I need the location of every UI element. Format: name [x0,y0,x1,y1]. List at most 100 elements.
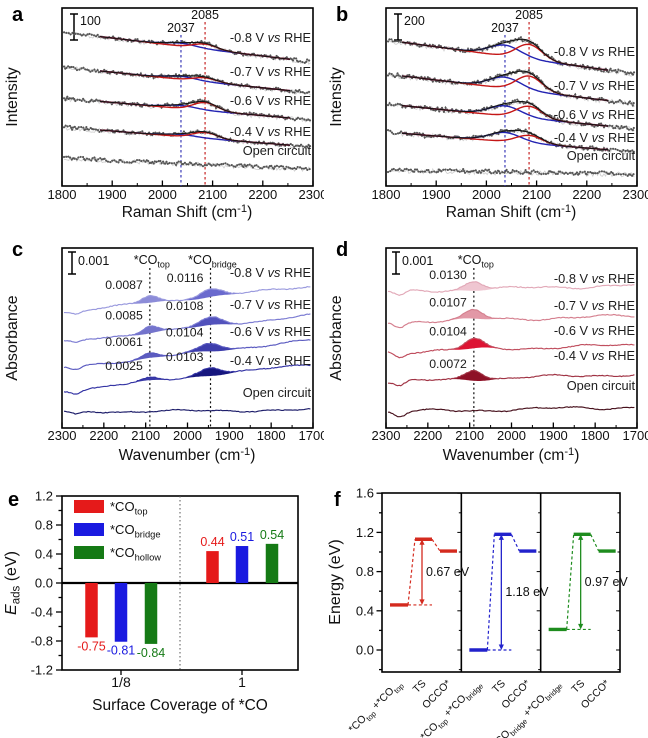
y-tick-label: -0.4 [31,605,53,620]
x-tick-label: 2000 [472,187,501,202]
band-marker-label: *COtop [458,253,494,270]
peak-marker-label: 2037 [167,21,195,35]
x-tick-label: 2200 [89,428,118,443]
peak-fill [450,309,497,321]
peak-fill [450,370,497,381]
x-tick-label: 1900 [98,187,127,202]
curve-label: Open circuit [243,143,312,158]
x-axis-label: Raman Shift (cm-1) [122,203,253,221]
fit-envelope [401,100,609,127]
legend-label: *COtop [110,499,148,517]
panel-label-d: d [336,239,349,261]
curve-label: -0.6 V vs RHE [230,324,311,339]
arrow-head [419,599,425,605]
y-tick-label: 0.4 [35,547,53,562]
scale-bar-label: 100 [80,14,101,28]
y-axis-label: Energy (eV) [327,539,344,624]
raman-data-curve [386,68,636,108]
peak-value-label: 0.0104 [429,324,467,338]
axes-box [381,492,621,673]
curve-label: -0.4 V vs RHE [554,130,635,145]
peak-fill [181,316,239,329]
panel-b-raman-chart: 1800 1900 2000 2100 2200 2300 Raman Shift (cm-… [328,7,648,221]
y-tick-label: 0.4 [356,603,374,618]
curve-label: -0.4 V vs RHE [554,348,635,363]
category-label: 1 [238,674,246,690]
x-tick-label: 2100 [131,428,160,443]
fit-envelope [401,129,609,151]
curve-label: -0.8 V vs RHE [230,265,311,280]
panel-label-e: e [8,489,20,511]
ir-curve [388,405,635,418]
raman-data-curve [386,166,636,178]
barrier-label: 0.97 eV [585,575,629,589]
x-tick-label: 2100 [198,187,227,202]
bar-value-label: -0.75 [77,639,106,653]
peak-marker-label: 2085 [191,8,219,22]
peak-fill [450,338,497,350]
fit-envelope [401,38,609,71]
y-tick-label: -1.2 [31,663,53,678]
fit-envelope [99,70,291,92]
y-tick-label: 0.8 [356,564,374,579]
y-tick-label: 1.2 [356,525,374,540]
bar [265,543,279,583]
arrow-head [578,534,584,540]
panel-a-raman-chart: 1800 1900 2000 2100 2200 2300 Raman Shift (cm-… [4,7,324,221]
peak-fill [450,281,497,291]
ir-curve [387,337,635,359]
legend-label: *CObridge [110,522,161,540]
ir-curve [64,285,311,315]
ir-curve [63,364,311,395]
y-axis-label: Intensity [328,67,345,127]
ir-curve [387,308,635,329]
x-tick-label: 2300 [299,187,324,202]
x-tick-label: 2100 [455,428,484,443]
legend-label: *COhollow [110,545,161,563]
ir-curve [387,281,635,297]
peak-value-label: 0.0108 [166,299,204,313]
y-tick-label: 0.8 [35,518,53,533]
panel-e-bar-chart: 1.2 0.8 0.4 0.0 -0.4 -0.8 -1.2 1/8 1 Surface Cove… [3,489,299,714]
y-tick-label: 1.6 [356,486,374,501]
peak-value-label: 0.0085 [105,308,143,322]
level-x-label: *COtop +*COtop [346,678,406,738]
energy-connector [486,534,495,651]
band-marker-label: *COtop [134,253,170,270]
peak-value-label: 0.0116 [167,271,204,285]
peak-value-label: 0.0130 [429,268,467,282]
curve-label: -0.4 V vs RHE [230,353,311,368]
legend-swatch [74,546,104,559]
curve-label: Open circuit [567,148,636,163]
x-tick-label: 2200 [413,428,442,443]
x-tick-label: 2000 [497,428,526,443]
curve-label: -0.4 V vs RHE [230,124,311,139]
x-tick-label: 2000 [148,187,177,202]
y-tick-label: 1.2 [35,489,53,504]
arrow-head [419,539,425,545]
scale-bar-label: 0.001 [402,254,433,268]
y-axis-label: Intensity [4,67,21,127]
x-tick-label: 2100 [522,187,551,202]
bar [235,546,249,583]
peak-value-label: 0.0107 [429,296,467,310]
curve-label: -0.6 V vs RHE [554,107,635,122]
bar-value-label: 0.54 [260,528,284,542]
curve-label: Open circuit [243,385,312,400]
panel-label-a: a [12,4,24,26]
bar [85,583,98,638]
x-tick-label: 1800 [372,187,401,202]
ir-curve [63,313,311,343]
x-tick-label: 1900 [215,428,244,443]
x-tick-label: 2300 [623,187,648,202]
curve-label: -0.6 V vs RHE [554,323,635,338]
bar-value-label: 0.51 [230,530,254,544]
x-tick-label: 1900 [539,428,568,443]
curve-label: -0.7 V vs RHE [554,298,635,313]
bar-value-label: -0.84 [137,646,166,660]
ir-curve [388,370,635,387]
x-tick-label: 1700 [623,428,648,443]
peak-value-label: 0.0087 [105,278,143,292]
fit-envelope [99,35,291,60]
